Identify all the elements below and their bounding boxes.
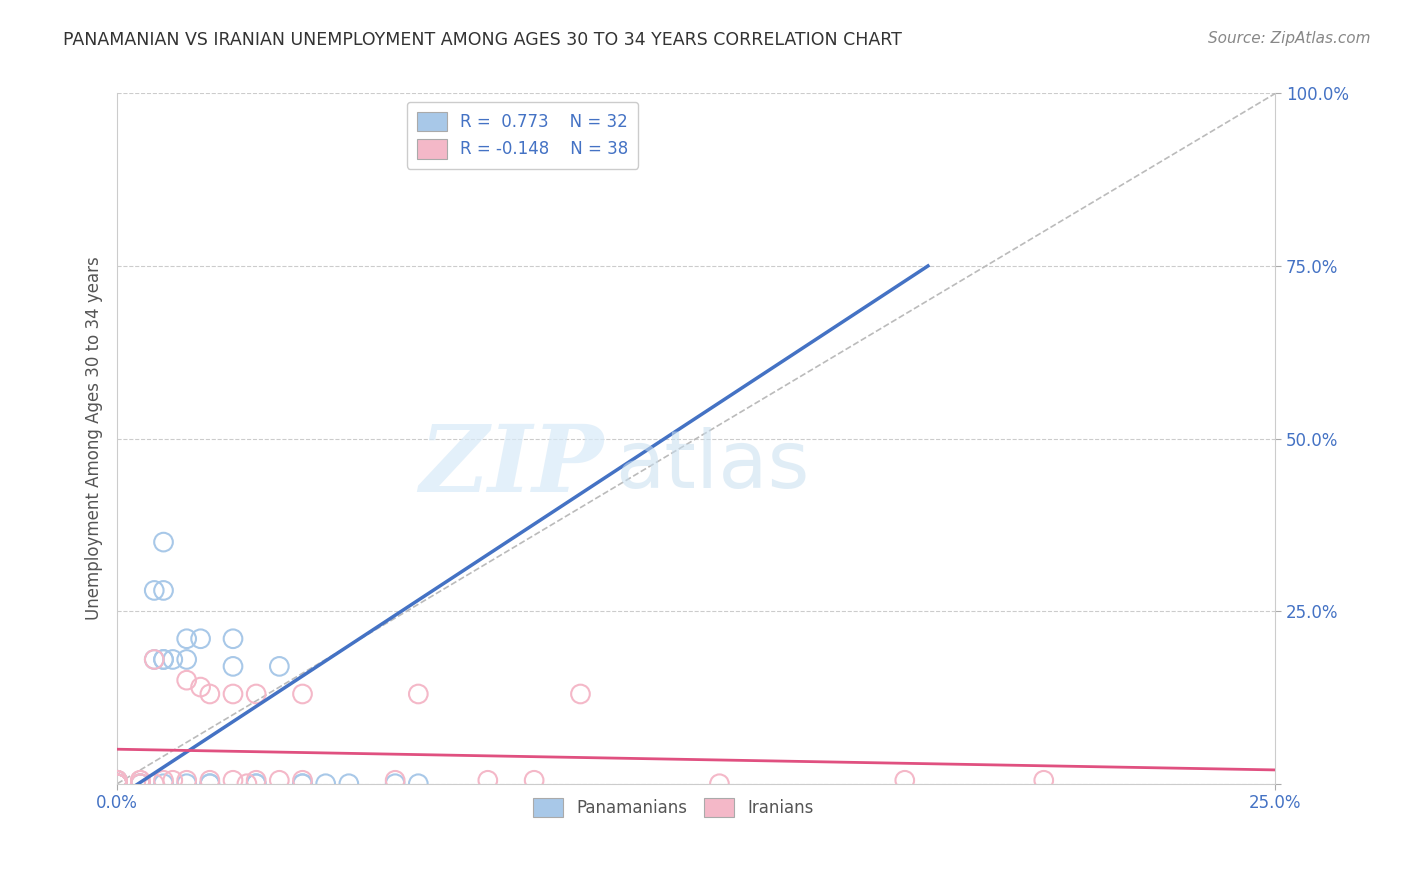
Point	[105, 777, 128, 791]
Point	[269, 773, 291, 788]
Point	[129, 777, 152, 791]
Point	[105, 777, 128, 791]
Point	[291, 777, 314, 791]
Point	[408, 777, 430, 791]
Point	[129, 777, 152, 791]
Point	[408, 687, 430, 701]
Point	[190, 632, 212, 646]
Point	[152, 652, 174, 666]
Point	[176, 777, 198, 791]
Point	[245, 777, 267, 791]
Point	[143, 777, 166, 791]
Point	[523, 773, 546, 788]
Point	[337, 777, 360, 791]
Point	[198, 777, 221, 791]
Text: ZIP: ZIP	[419, 421, 603, 511]
Point	[222, 773, 245, 788]
Text: PANAMANIAN VS IRANIAN UNEMPLOYMENT AMONG AGES 30 TO 34 YEARS CORRELATION CHART: PANAMANIAN VS IRANIAN UNEMPLOYMENT AMONG…	[63, 31, 903, 49]
Point	[129, 773, 152, 788]
Point	[222, 659, 245, 673]
Point	[105, 777, 128, 791]
Point	[198, 687, 221, 701]
Point	[709, 777, 731, 791]
Point	[176, 652, 198, 666]
Point	[894, 773, 917, 788]
Legend: Panamanians, Iranians: Panamanians, Iranians	[526, 791, 820, 823]
Point	[143, 583, 166, 598]
Point	[245, 687, 267, 701]
Point	[152, 583, 174, 598]
Point	[291, 777, 314, 791]
Text: Source: ZipAtlas.com: Source: ZipAtlas.com	[1208, 31, 1371, 46]
Point	[569, 687, 592, 701]
Point	[105, 777, 128, 791]
Point	[198, 773, 221, 788]
Point	[176, 632, 198, 646]
Point	[105, 773, 128, 788]
Point	[176, 673, 198, 688]
Point	[105, 773, 128, 788]
Point	[245, 773, 267, 788]
Point	[291, 687, 314, 701]
Point	[315, 777, 337, 791]
Point	[152, 652, 174, 666]
Point	[176, 773, 198, 788]
Point	[105, 773, 128, 788]
Point	[384, 777, 406, 791]
Point	[105, 773, 128, 788]
Y-axis label: Unemployment Among Ages 30 to 34 years: Unemployment Among Ages 30 to 34 years	[86, 257, 103, 621]
Point	[129, 773, 152, 788]
Point	[236, 777, 259, 791]
Point	[152, 773, 174, 788]
Point	[152, 777, 174, 791]
Point	[162, 773, 184, 788]
Point	[384, 773, 406, 788]
Point	[162, 652, 184, 666]
Text: atlas: atlas	[616, 427, 810, 505]
Point	[129, 777, 152, 791]
Point	[105, 773, 128, 788]
Point	[143, 652, 166, 666]
Point	[222, 687, 245, 701]
Point	[105, 777, 128, 791]
Point	[190, 680, 212, 694]
Point	[129, 777, 152, 791]
Point	[477, 773, 499, 788]
Point	[269, 659, 291, 673]
Point	[105, 777, 128, 791]
Point	[143, 652, 166, 666]
Point	[152, 535, 174, 549]
Point	[198, 777, 221, 791]
Point	[222, 632, 245, 646]
Point	[291, 773, 314, 788]
Point	[245, 777, 267, 791]
Point	[105, 777, 128, 791]
Point	[105, 773, 128, 788]
Point	[1032, 773, 1054, 788]
Point	[105, 773, 128, 788]
